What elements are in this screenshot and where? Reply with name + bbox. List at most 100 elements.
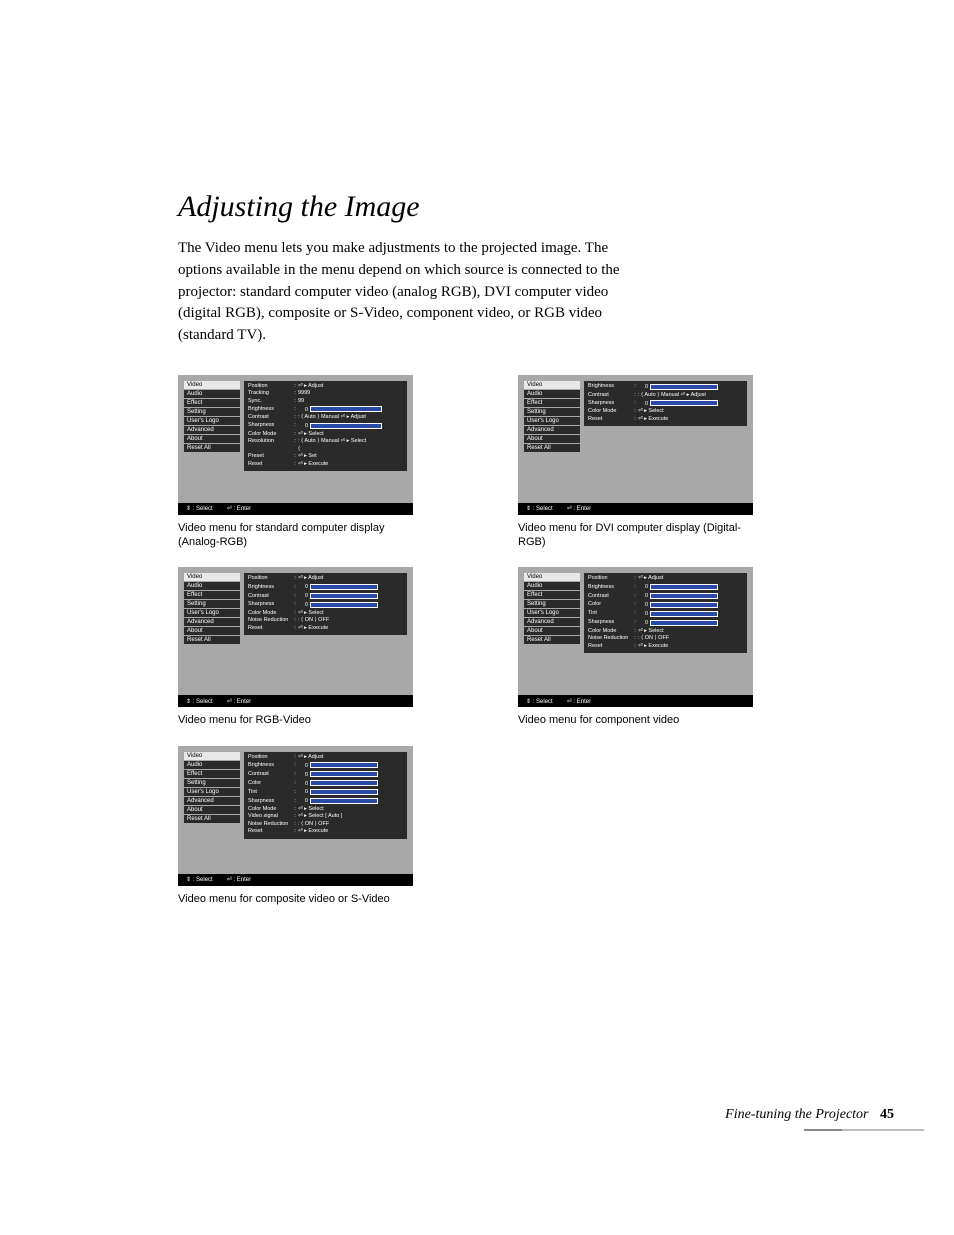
- sidebar-item[interactable]: User's Logo: [184, 417, 240, 425]
- osd-row-value[interactable]: 0: [298, 602, 403, 609]
- osd-row-value[interactable]: 0: [298, 798, 403, 805]
- sidebar-item[interactable]: Audio: [184, 761, 240, 769]
- sidebar-item[interactable]: Advanced: [524, 426, 580, 434]
- sidebar-item[interactable]: Advanced: [184, 797, 240, 805]
- slider-track[interactable]: [650, 611, 718, 617]
- osd-row-value[interactable]: : ⟨ Auto ⟩ Manual ⏎ ▸ Adjust: [638, 393, 743, 399]
- osd-row-value[interactable]: 0: [638, 384, 743, 391]
- sidebar-item[interactable]: Effect: [184, 591, 240, 599]
- slider-track[interactable]: [310, 762, 378, 768]
- sidebar-item[interactable]: Setting: [184, 408, 240, 416]
- sidebar-item[interactable]: Setting: [184, 779, 240, 787]
- osd-row-value[interactable]: 0: [638, 611, 743, 618]
- sidebar-item[interactable]: Video: [184, 752, 240, 760]
- sidebar-item[interactable]: User's Logo: [184, 788, 240, 796]
- osd-row-value[interactable]: ⏎ ▸ Execute: [298, 626, 403, 632]
- sidebar-item[interactable]: Video: [184, 573, 240, 581]
- sidebar-item[interactable]: Effect: [524, 399, 580, 407]
- sidebar-item[interactable]: Audio: [184, 390, 240, 398]
- sidebar-item[interactable]: About: [524, 435, 580, 443]
- osd-row-value[interactable]: 0: [298, 593, 403, 600]
- slider-track[interactable]: [650, 400, 718, 406]
- sidebar-item[interactable]: About: [184, 806, 240, 814]
- osd-row-value[interactable]: : ⟨ ON ⟩ OFF: [298, 822, 403, 828]
- slider-track[interactable]: [310, 584, 378, 590]
- osd-row-value[interactable]: ⏎ ▸ Select: [298, 611, 403, 617]
- osd-row-value[interactable]: ⏎ ▸ Adjust: [638, 576, 743, 582]
- sidebar-item[interactable]: Setting: [524, 600, 580, 608]
- sidebar-item[interactable]: About: [524, 627, 580, 635]
- sidebar-item[interactable]: Advanced: [184, 618, 240, 626]
- sidebar-item[interactable]: Video: [184, 381, 240, 389]
- osd-row-value[interactable]: : ⟨ ON ⟩ OFF: [298, 618, 403, 624]
- osd-row-value[interactable]: 0: [298, 406, 403, 413]
- osd-row-value[interactable]: 99: [298, 399, 403, 405]
- sidebar-item[interactable]: Setting: [524, 408, 580, 416]
- sidebar-item[interactable]: User's Logo: [184, 609, 240, 617]
- osd-row-value[interactable]: ⟨: [298, 447, 403, 453]
- sidebar-item[interactable]: Reset All: [184, 444, 240, 452]
- osd-row-value[interactable]: 0: [638, 620, 743, 627]
- sidebar-item[interactable]: About: [184, 435, 240, 443]
- osd-row-value[interactable]: : ⟨ ON ⟩ OFF: [638, 636, 743, 642]
- osd-row-value[interactable]: 0: [638, 593, 743, 600]
- osd-row-value[interactable]: ⏎ ▸ Select: [298, 807, 403, 813]
- osd-row-value[interactable]: : ⟨ Auto ⟩ Manual ⏎ ▸ Select: [298, 439, 403, 445]
- osd-row-value[interactable]: 0: [298, 789, 403, 796]
- osd-row-value[interactable]: ⏎ ▸ Execute: [638, 417, 743, 423]
- osd-row-value[interactable]: ⏎ ▸ Select: [638, 629, 743, 635]
- slider-track[interactable]: [310, 798, 378, 804]
- slider-track[interactable]: [310, 406, 382, 412]
- sidebar-item[interactable]: Effect: [184, 770, 240, 778]
- slider-track[interactable]: [310, 771, 378, 777]
- sidebar-item[interactable]: Audio: [524, 582, 580, 590]
- osd-row-value[interactable]: 0: [638, 584, 743, 591]
- osd-row-value[interactable]: ⏎ ▸ Set: [298, 454, 403, 460]
- osd-row-value[interactable]: 0: [298, 771, 403, 778]
- osd-row-value[interactable]: ⏎ ▸ Select: [298, 432, 403, 438]
- sidebar-item[interactable]: Video: [524, 573, 580, 581]
- osd-row-value[interactable]: 9999: [298, 391, 403, 397]
- sidebar-item[interactable]: Video: [524, 381, 580, 389]
- slider-track[interactable]: [310, 593, 378, 599]
- osd-row-value[interactable]: 0: [298, 780, 403, 787]
- sidebar-item[interactable]: Advanced: [524, 618, 580, 626]
- osd-row-value[interactable]: ⏎ ▸ Adjust: [298, 384, 403, 390]
- slider-track[interactable]: [650, 584, 718, 590]
- sidebar-item[interactable]: About: [184, 627, 240, 635]
- osd-row-value[interactable]: 0: [298, 584, 403, 591]
- osd-row-value[interactable]: ⏎ ▸ Execute: [638, 644, 743, 650]
- osd-row-value[interactable]: 0: [638, 400, 743, 407]
- osd-row-value[interactable]: 0: [638, 602, 743, 609]
- sidebar-item[interactable]: Audio: [184, 582, 240, 590]
- sidebar-item[interactable]: Audio: [524, 390, 580, 398]
- osd-row-value[interactable]: : ⟨ Auto ⟩ Manual ⏎ ▸ Adjust: [298, 415, 403, 421]
- sidebar-item[interactable]: User's Logo: [524, 609, 580, 617]
- slider-track[interactable]: [310, 602, 378, 608]
- slider-track[interactable]: [650, 620, 718, 626]
- slider-track[interactable]: [650, 602, 718, 608]
- osd-row-value[interactable]: ⏎ ▸ Adjust: [298, 576, 403, 582]
- sidebar-item[interactable]: Advanced: [184, 426, 240, 434]
- page-footer: Fine-tuning the Projector 45: [725, 1107, 894, 1123]
- slider-track[interactable]: [650, 384, 718, 390]
- sidebar-item[interactable]: Reset All: [524, 636, 580, 644]
- sidebar-item[interactable]: User's Logo: [524, 417, 580, 425]
- sidebar-item[interactable]: Effect: [524, 591, 580, 599]
- sidebar-item[interactable]: Effect: [184, 399, 240, 407]
- osd-row-value[interactable]: ⏎ ▸ Select [ Auto ]: [298, 814, 403, 820]
- osd-row-value[interactable]: 0: [298, 762, 403, 769]
- osd-row-value[interactable]: ⏎ ▸ Adjust: [298, 755, 403, 761]
- sidebar-item[interactable]: Reset All: [184, 636, 240, 644]
- sidebar-item[interactable]: Setting: [184, 600, 240, 608]
- slider-track[interactable]: [310, 789, 378, 795]
- sidebar-item[interactable]: Reset All: [524, 444, 580, 452]
- osd-row-value[interactable]: ⏎ ▸ Select: [638, 409, 743, 415]
- osd-row-value[interactable]: 0: [298, 423, 403, 430]
- slider-track[interactable]: [650, 593, 718, 599]
- slider-track[interactable]: [310, 780, 378, 786]
- slider-track[interactable]: [310, 423, 382, 429]
- sidebar-item[interactable]: Reset All: [184, 815, 240, 823]
- osd-row-value[interactable]: ⏎ ▸ Execute: [298, 829, 403, 835]
- osd-row-value[interactable]: ⏎ ▸ Execute: [298, 462, 403, 468]
